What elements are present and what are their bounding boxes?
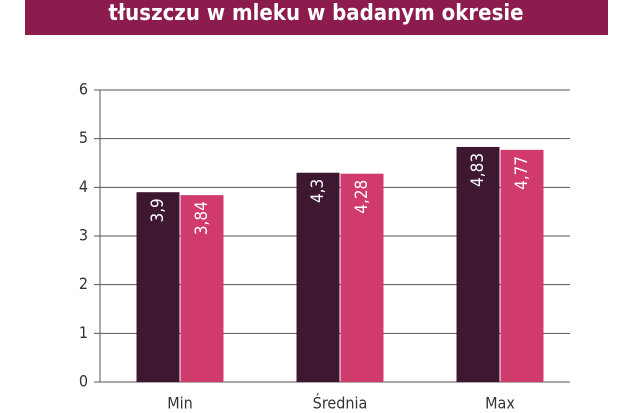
y-tick-label: 2	[79, 274, 88, 293]
y-tick-label: 6	[79, 80, 88, 99]
bar	[456, 146, 500, 382]
x-tick-label: Max	[485, 394, 515, 413]
x-tick-label: Średnia	[313, 394, 368, 413]
bar	[296, 172, 340, 382]
bar	[136, 192, 180, 382]
x-tick-label: Min	[167, 394, 193, 413]
chart-title: tłuszczu w mleku w badanym okresie	[108, 1, 523, 26]
value-label: 4,77	[512, 156, 532, 190]
value-label: 4,83	[468, 153, 488, 187]
value-label: 3,84	[192, 201, 212, 235]
y-tick-label: 3	[79, 226, 88, 245]
value-label: 3,9	[148, 198, 168, 222]
bar	[500, 149, 544, 382]
value-label: 4,3	[308, 179, 328, 203]
title-banner	[25, 0, 608, 35]
bar	[180, 195, 224, 382]
bar	[340, 173, 384, 382]
y-tick-label: 1	[79, 323, 88, 342]
y-tick-label: 0	[79, 372, 88, 391]
y-tick-label: 5	[79, 128, 88, 147]
y-tick-label: 4	[79, 177, 88, 196]
value-label: 4,28	[352, 180, 372, 214]
